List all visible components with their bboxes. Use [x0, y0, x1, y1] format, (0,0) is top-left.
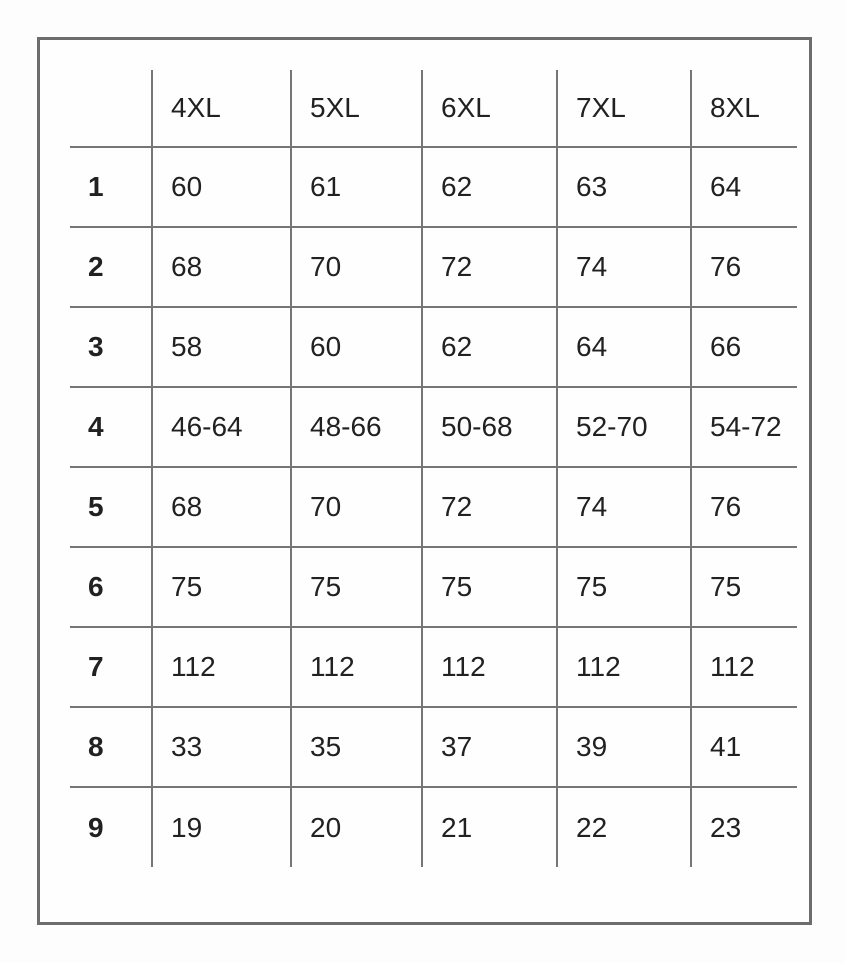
size-cell: 75 — [290, 546, 422, 627]
size-cell: 74 — [556, 226, 691, 307]
table-row-8: 8 33 35 37 39 41 — [70, 706, 797, 787]
header-row: 4XL 5XL 6XL 7XL 8XL — [70, 70, 797, 147]
row-label: 7 — [70, 626, 152, 707]
size-cell: 68 — [151, 226, 291, 307]
size-cell: 112 — [421, 626, 557, 707]
row-label: 1 — [70, 146, 152, 227]
size-cell: 112 — [690, 626, 797, 707]
table-row-6: 6 75 75 75 75 75 — [70, 546, 797, 627]
size-cell: 75 — [556, 546, 691, 627]
size-cell: 37 — [421, 706, 557, 787]
size-cell: 46-64 — [151, 386, 291, 467]
table-row-7: 7 112 112 112 112 112 — [70, 626, 797, 707]
size-cell: 75 — [690, 546, 797, 627]
size-cell: 112 — [151, 626, 291, 707]
row-label: 6 — [70, 546, 152, 627]
row-label: 4 — [70, 386, 152, 467]
size-cell: 21 — [421, 786, 557, 867]
size-cell: 112 — [556, 626, 691, 707]
size-cell: 61 — [290, 146, 422, 227]
size-cell: 70 — [290, 226, 422, 307]
size-cell: 63 — [556, 146, 691, 227]
size-cell: 19 — [151, 786, 291, 867]
size-cell: 20 — [290, 786, 422, 867]
table-row-3: 3 58 60 62 64 66 — [70, 306, 797, 387]
row-label: 9 — [70, 786, 152, 867]
size-cell: 35 — [290, 706, 422, 787]
table-row-9: 9 19 20 21 22 23 — [70, 786, 797, 867]
size-cell: 62 — [421, 306, 557, 387]
size-cell: 64 — [690, 146, 797, 227]
size-cell: 52-70 — [556, 386, 691, 467]
size-cell: 112 — [290, 626, 422, 707]
corner-cell — [70, 70, 152, 147]
row-label: 3 — [70, 306, 152, 387]
table-row-5: 5 68 70 72 74 76 — [70, 466, 797, 547]
column-header-4xl: 4XL — [151, 70, 291, 147]
size-chart-frame: 4XL 5XL 6XL 7XL 8XL 1 60 61 62 63 64 2 68 70 72 74 76 3 5… — [37, 37, 812, 925]
size-cell: 60 — [290, 306, 422, 387]
size-cell: 66 — [690, 306, 797, 387]
size-cell: 72 — [421, 226, 557, 307]
size-cell: 60 — [151, 146, 291, 227]
size-cell: 39 — [556, 706, 691, 787]
size-cell: 70 — [290, 466, 422, 547]
size-cell: 50-68 — [421, 386, 557, 467]
table-row-2: 2 68 70 72 74 76 — [70, 226, 797, 307]
size-cell: 33 — [151, 706, 291, 787]
size-cell: 75 — [151, 546, 291, 627]
row-label: 2 — [70, 226, 152, 307]
size-cell: 74 — [556, 466, 691, 547]
size-cell: 68 — [151, 466, 291, 547]
size-cell: 48-66 — [290, 386, 422, 467]
size-cell: 76 — [690, 226, 797, 307]
column-header-7xl: 7XL — [556, 70, 691, 147]
size-table: 4XL 5XL 6XL 7XL 8XL 1 60 61 62 63 64 2 68 70 72 74 76 3 5… — [70, 70, 797, 867]
size-cell: 22 — [556, 786, 691, 867]
size-cell: 54-72 — [690, 386, 797, 467]
row-label: 8 — [70, 706, 152, 787]
row-label: 5 — [70, 466, 152, 547]
table-row-1: 1 60 61 62 63 64 — [70, 146, 797, 227]
column-header-8xl: 8XL — [690, 70, 797, 147]
column-header-5xl: 5XL — [290, 70, 422, 147]
size-cell: 72 — [421, 466, 557, 547]
table-body: 1 60 61 62 63 64 2 68 70 72 74 76 3 58 60 62 64 66 4 46-64 4… — [70, 146, 797, 867]
size-cell: 76 — [690, 466, 797, 547]
size-cell: 23 — [690, 786, 797, 867]
size-cell: 41 — [690, 706, 797, 787]
size-cell: 58 — [151, 306, 291, 387]
size-cell: 64 — [556, 306, 691, 387]
column-header-6xl: 6XL — [421, 70, 557, 147]
table-row-4: 4 46-64 48-66 50-68 52-70 54-72 — [70, 386, 797, 467]
size-cell: 75 — [421, 546, 557, 627]
size-cell: 62 — [421, 146, 557, 227]
